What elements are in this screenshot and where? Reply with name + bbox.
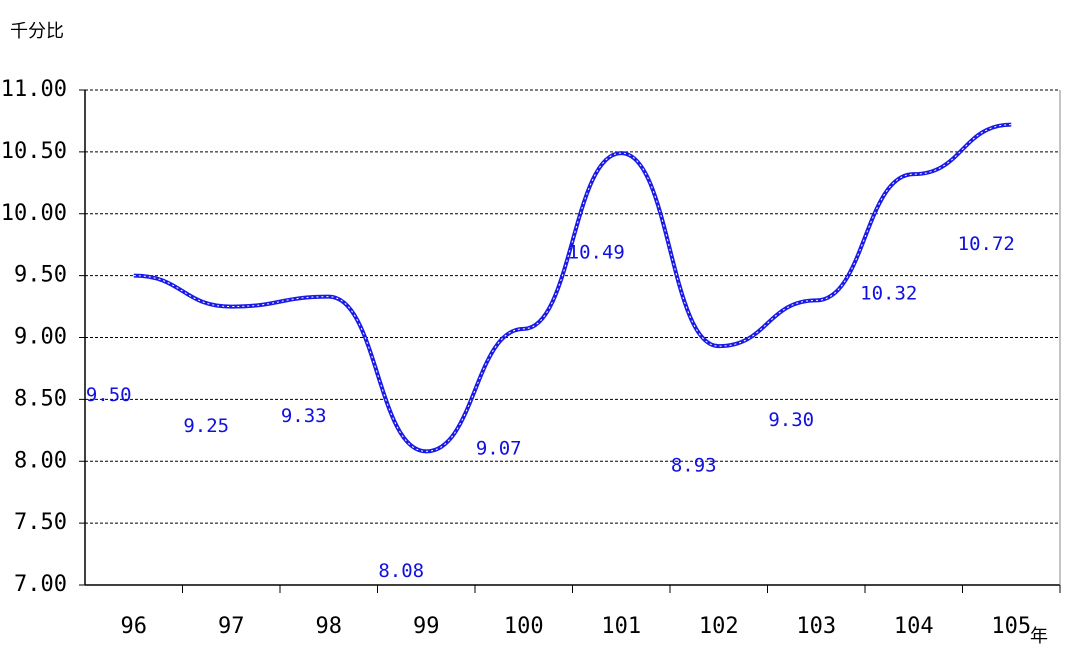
x-tick-label: 103 [796, 614, 836, 639]
x-tick-label: 105 [991, 614, 1031, 639]
y-tick-label: 7.00 [14, 572, 67, 597]
y-tick-label: 11.00 [1, 77, 67, 102]
y-tick-label: 9.00 [14, 325, 67, 350]
y-tick-label: 8.00 [14, 448, 67, 473]
x-tick-label: 97 [218, 614, 245, 639]
x-tick-label: 99 [413, 614, 440, 639]
x-tick-label: 102 [699, 614, 739, 639]
value-label: 9.50 [86, 384, 132, 406]
value-label: 10.32 [860, 283, 917, 305]
y-tick-label: 10.00 [1, 201, 67, 226]
x-tick-label: 104 [894, 614, 934, 639]
y-tick-label: 10.50 [1, 139, 67, 164]
y-axis-label: 千分比 [10, 21, 64, 42]
value-label: 9.07 [476, 437, 522, 459]
data-line-highlight [133, 124, 1012, 452]
value-label: 9.33 [281, 405, 327, 427]
value-label: 10.49 [568, 242, 625, 264]
x-tick-label: 96 [121, 614, 148, 639]
x-tick-label: 101 [601, 614, 641, 639]
x-tick-label: 98 [316, 614, 343, 639]
x-tick-label: 100 [504, 614, 544, 639]
value-label: 10.72 [958, 233, 1015, 255]
y-tick-label: 7.50 [14, 510, 67, 535]
value-label: 9.30 [768, 409, 814, 431]
y-tick-label: 8.50 [14, 386, 67, 411]
value-label: 8.93 [671, 455, 717, 477]
y-tick-label: 9.50 [14, 263, 67, 288]
value-label: 9.25 [183, 415, 229, 437]
value-label: 8.08 [378, 560, 424, 582]
x-axis-label: 年 [1030, 626, 1048, 647]
